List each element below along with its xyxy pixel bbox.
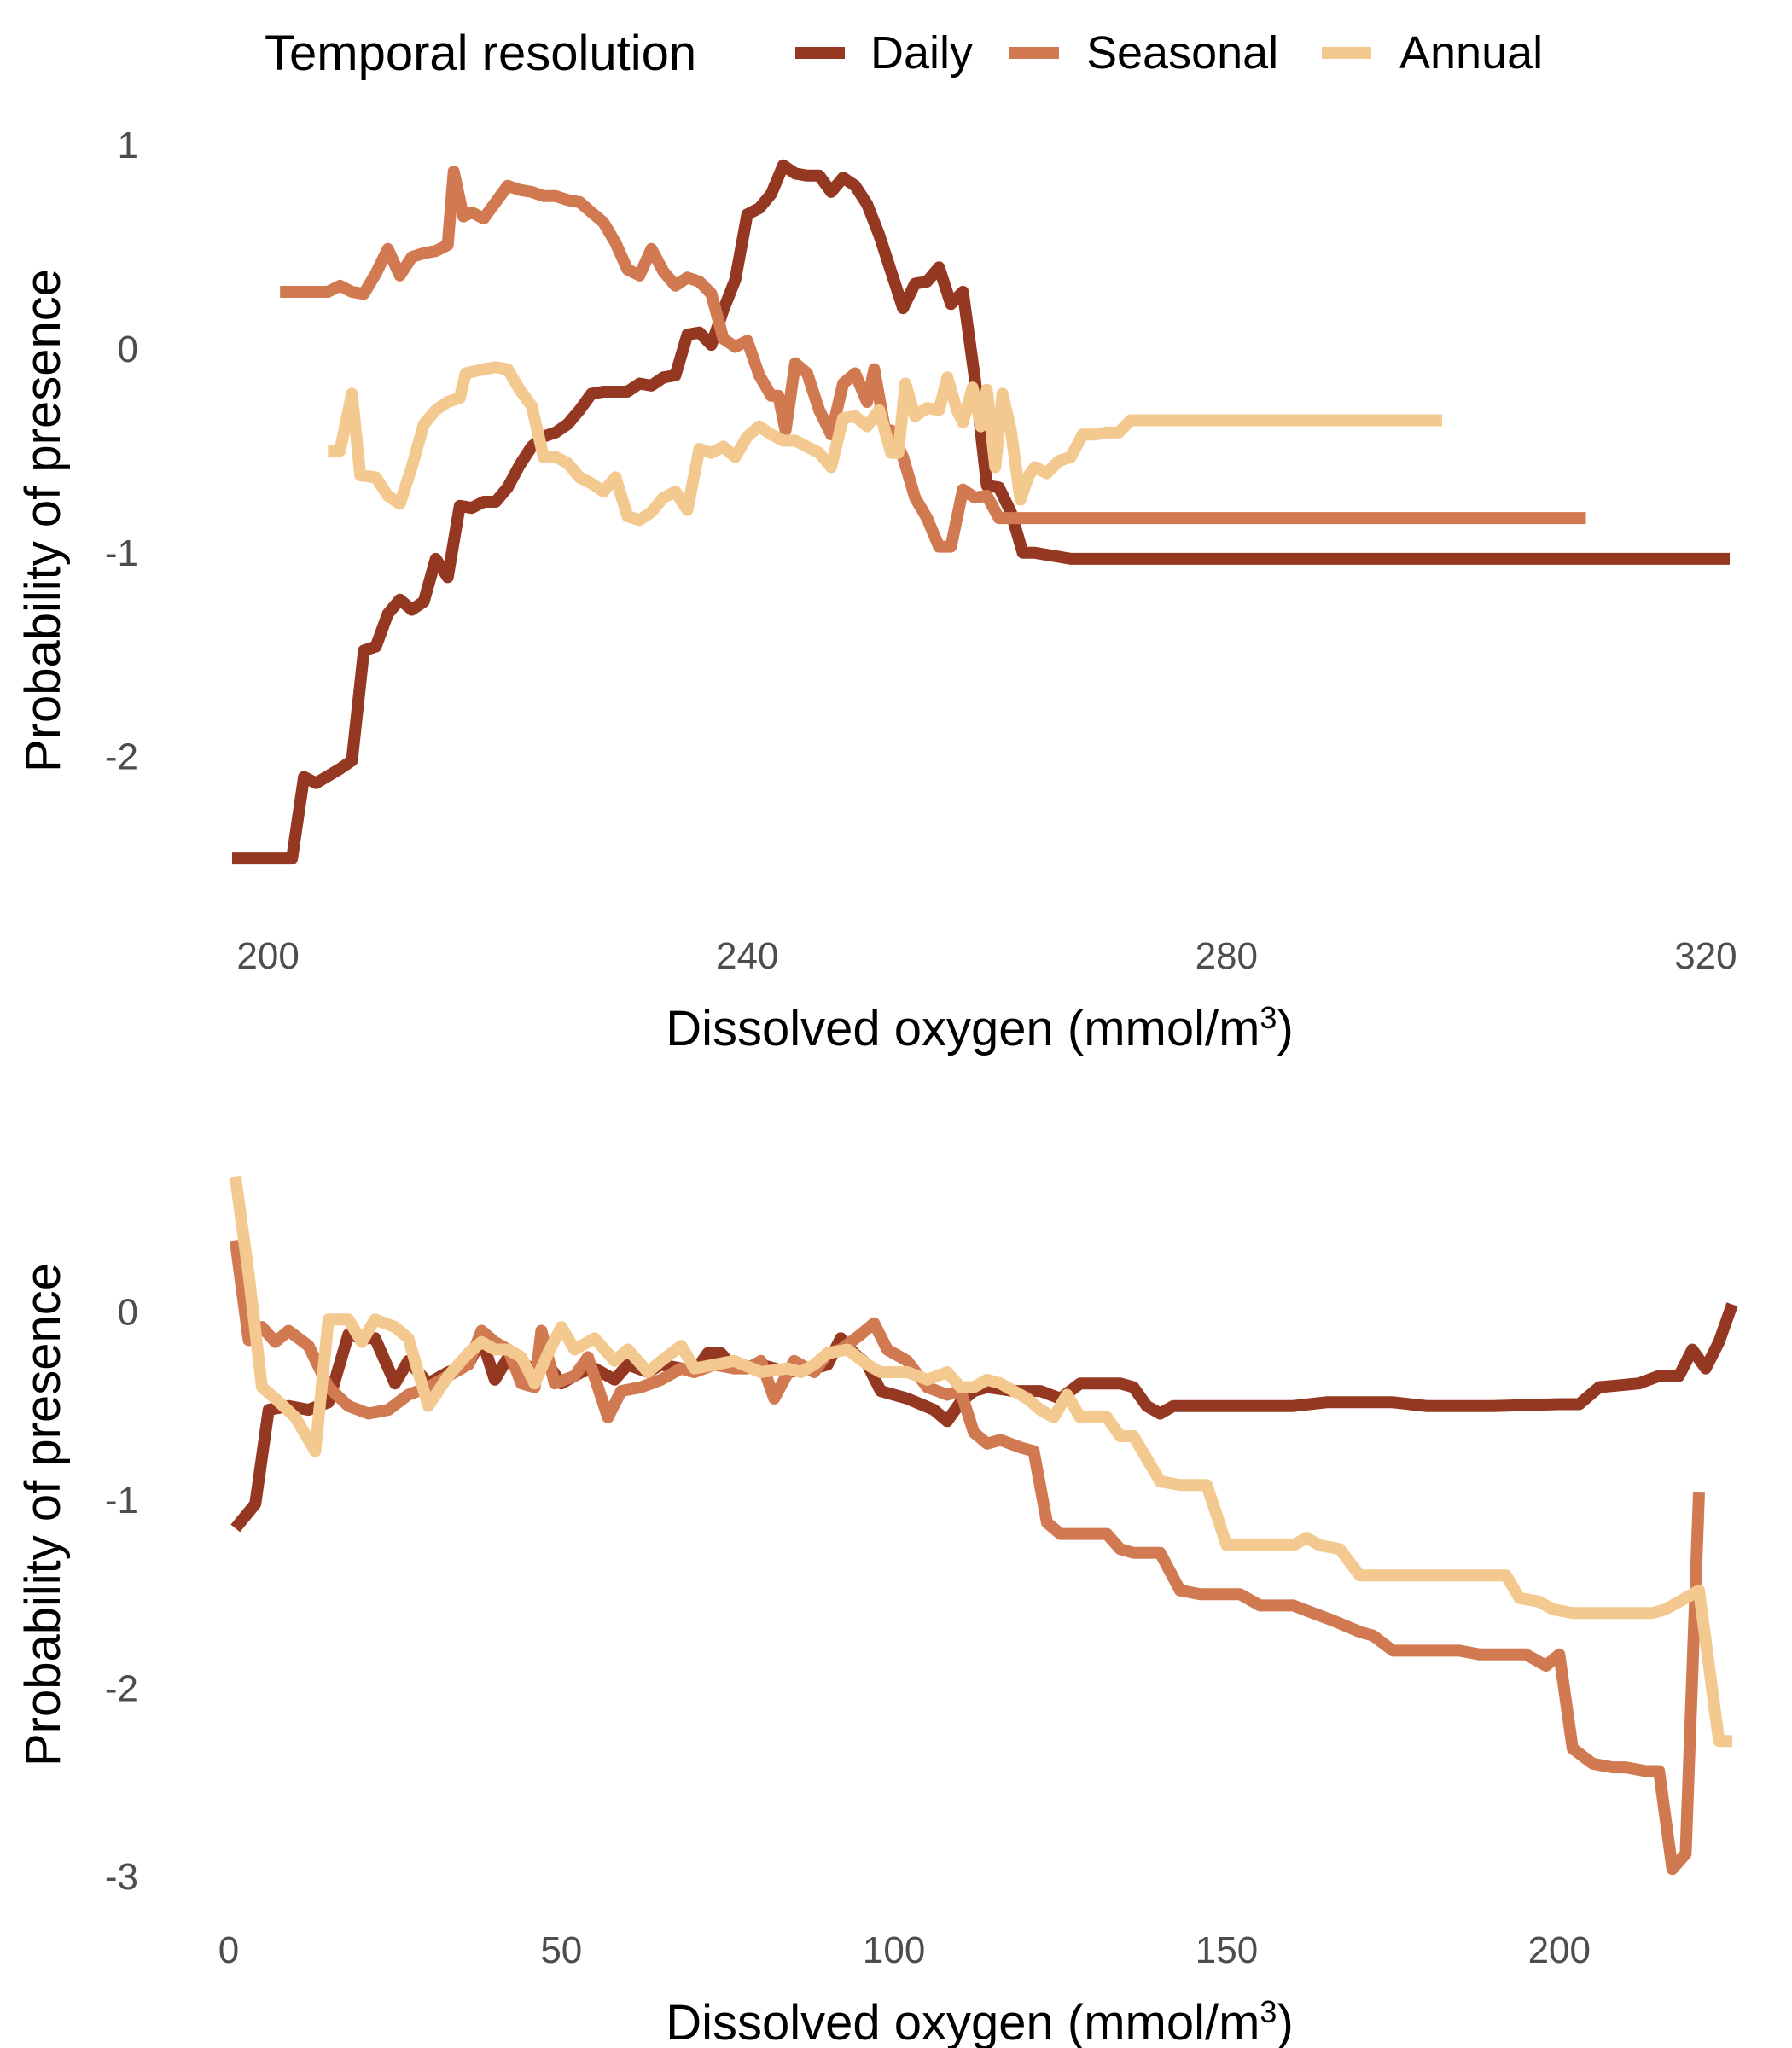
legend-label-annual: Annual [1399,27,1543,79]
top-panel: 200 240 280 320 -2 -1 0 1 Dissolved oxygen (mm… [15,125,1737,1056]
top-panel-x-axis-title-sup: 3 [1260,1000,1277,1035]
legend-label-daily: Daily [870,27,973,79]
bottom-panel-x-axis-title-main: Dissolved oxygen (mmol/m [666,1995,1260,2048]
bottom-panel-y-tick-label: -3 [105,1856,138,1898]
legend-entry-seasonal: Seasonal [1009,27,1278,79]
legend-entry-daily: Daily [795,27,973,79]
top-panel-series [232,159,1730,865]
bottom-panel-y-tick-label: 0 [118,1291,138,1333]
top-panel-x-axis-title-close: ) [1277,1001,1293,1056]
bottom-panel-series-daily [230,1302,1738,1533]
top-panel-series-daily [232,159,1730,865]
top-panel-x-axis-title-main: Dissolved oxygen (mmol/m [666,1001,1260,1056]
bottom-panel-series-seasonal [229,1239,1705,1876]
bottom-panel: 0 50 100 150 200 -3 -2 -1 0 Dissolved oxygen (m… [15,1175,1738,2048]
top-panel-y-tick-label: 1 [118,125,138,166]
bottom-panel-x-tick-label: 50 [540,1929,582,1971]
top-panel-y-axis-title: Probability of presence [15,269,71,772]
top-panel-x-tick-label: 240 [716,935,778,977]
legend-title: Temporal resolution [265,26,696,81]
legend-entry-annual: Annual [1322,27,1543,79]
bottom-panel-y-axis-title: Probability of presence [15,1263,71,1766]
top-panel-y-tick-label: 0 [118,329,138,370]
bottom-panel-series [229,1175,1738,1876]
bottom-panel-y-ticks: -3 -2 -1 0 [105,1291,138,1898]
bottom-panel-x-tick-label: 200 [1528,1929,1591,1971]
bottom-panel-x-axis-title: Dissolved oxygen (mmol/m3) [666,1994,1294,2048]
bottom-panel-y-tick-label: -2 [105,1668,138,1710]
top-panel-series-seasonal [280,166,1586,553]
top-panel-series-annual [328,361,1442,527]
top-panel-x-ticks: 200 240 280 320 [236,935,1737,977]
top-panel-x-tick-label: 320 [1674,935,1737,977]
top-panel-y-tick-label: -1 [105,532,138,574]
legend: Temporal resolution Daily Seasonal Annua… [265,26,1543,81]
bottom-panel-x-axis-title-close: ) [1277,1995,1293,2048]
bottom-panel-x-tick-label: 0 [218,1929,239,1971]
top-panel-x-tick-label: 280 [1196,935,1258,977]
bottom-panel-x-tick-label: 100 [863,1929,925,1971]
bottom-panel-x-axis-title-sup: 3 [1260,1994,1277,2029]
top-panel-y-ticks: -2 -1 0 1 [105,125,138,778]
top-panel-x-tick-label: 200 [236,935,299,977]
top-panel-x-axis-title: Dissolved oxygen (mmol/m3) [666,1000,1294,1057]
legend-label-seasonal: Seasonal [1086,27,1278,79]
bottom-panel-y-tick-label: -1 [105,1480,138,1521]
top-panel-y-tick-label: -2 [105,736,138,778]
bottom-panel-x-ticks: 0 50 100 150 200 [218,1929,1591,1971]
bottom-panel-series-annual [229,1175,1732,1748]
bottom-panel-x-tick-label: 150 [1196,1929,1258,1971]
